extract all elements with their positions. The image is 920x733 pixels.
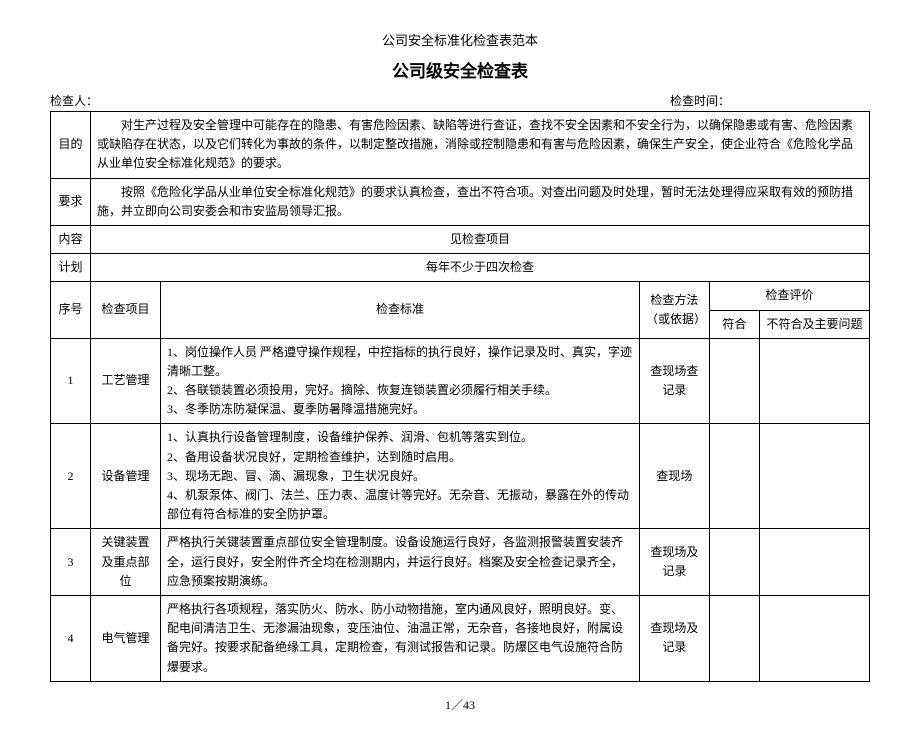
cell-item: 关键装置及重点部位 [91, 529, 161, 596]
cell-no: 3 [51, 529, 91, 596]
cell-method: 查现场查记录 [639, 338, 709, 424]
cell-no: 4 [51, 595, 91, 681]
table-row: 4 电气管理 严格执行各项规程，落实防火、防水、防小动物措施，室内通风良好，照明… [51, 595, 870, 681]
cell-eval1 [709, 338, 759, 424]
table-row: 2 设备管理 1、认真执行设备管理制度，设备维护保养、润滑、包机等落实到位。2、… [51, 424, 870, 529]
table-row: 1 工艺管理 1、岗位操作人员 严格遵守操作规程，中控指标的执行良好，操作记录及… [51, 338, 870, 424]
cell-eval2 [759, 595, 869, 681]
purpose-label: 目的 [51, 112, 91, 179]
cell-eval2 [759, 424, 869, 529]
req-label: 要求 [51, 178, 91, 225]
row-content: 内容 见检查项目 [51, 225, 870, 253]
cell-item: 工艺管理 [91, 338, 161, 424]
doc-pretitle: 公司安全标准化检查表范本 [50, 30, 870, 49]
cell-method: 查现场 [639, 424, 709, 529]
hdr-eval1: 符合 [709, 310, 759, 338]
cell-eval2 [759, 529, 869, 596]
cell-std: 1、岗位操作人员 严格遵守操作规程，中控指标的执行良好，操作记录及时、真实，字迹… [161, 338, 640, 424]
inspector-label: 检查人： [50, 92, 98, 109]
content-text: 见检查项目 [91, 225, 870, 253]
cell-method: 查现场及记录 [639, 595, 709, 681]
cell-eval1 [709, 529, 759, 596]
plan-label: 计划 [51, 254, 91, 282]
hdr-eval2: 不符合及主要问题 [759, 310, 869, 338]
cell-item: 设备管理 [91, 424, 161, 529]
hdr-std: 检查标准 [161, 282, 640, 338]
cell-no: 2 [51, 424, 91, 529]
hdr-no: 序号 [51, 282, 91, 338]
cell-no: 1 [51, 338, 91, 424]
content-label: 内容 [51, 225, 91, 253]
table-row: 3 关键装置及重点部位 严格执行关键装置重点部位安全管理制度。设备设施运行良好，… [51, 529, 870, 596]
cell-std: 严格执行各项规程，落实防火、防水、防小动物措施，室内通风良好，照明良好。变、配电… [161, 595, 640, 681]
doc-title: 公司级安全检查表 [50, 57, 870, 82]
inspection-table: 目的 对生产过程及安全管理中可能存在的隐患、有害危险因素、缺陷等进行查证，查找不… [50, 111, 870, 682]
row-header-1: 序号 检查项目 检查标准 检查方法（或依据） 检查评价 [51, 282, 870, 310]
hdr-eval: 检查评价 [709, 282, 869, 310]
cell-item: 电气管理 [91, 595, 161, 681]
row-plan: 计划 每年不少于四次检查 [51, 254, 870, 282]
row-requirement: 要求 按照《危险化学品从业单位安全标准化规范》的要求认真检查，查出不符合项。对查… [51, 178, 870, 225]
cell-std: 1、认真执行设备管理制度，设备维护保养、润滑、包机等落实到位。2、备用设备状况良… [161, 424, 640, 529]
row-purpose: 目的 对生产过程及安全管理中可能存在的隐患、有害危险因素、缺陷等进行查证，查找不… [51, 112, 870, 179]
cell-eval2 [759, 338, 869, 424]
cell-method: 查现场及记录 [639, 529, 709, 596]
plan-text: 每年不少于四次检查 [91, 254, 870, 282]
hdr-item: 检查项目 [91, 282, 161, 338]
header-row: 检查人： 检查时间： [50, 92, 870, 109]
cell-eval1 [709, 595, 759, 681]
page-footer: 1／43 [50, 696, 870, 713]
purpose-text: 对生产过程及安全管理中可能存在的隐患、有害危险因素、缺陷等进行查证，查找不安全因… [91, 112, 870, 179]
req-text: 按照《危险化学品从业单位安全标准化规范》的要求认真检查，查出不符合项。对查出问题… [91, 178, 870, 225]
hdr-method: 检查方法（或依据） [639, 282, 709, 338]
cell-std: 严格执行关键装置重点部位安全管理制度。设备设施运行良好，各监测报警装置安装齐全，… [161, 529, 640, 596]
cell-eval1 [709, 424, 759, 529]
time-label: 检查时间： [670, 92, 730, 109]
